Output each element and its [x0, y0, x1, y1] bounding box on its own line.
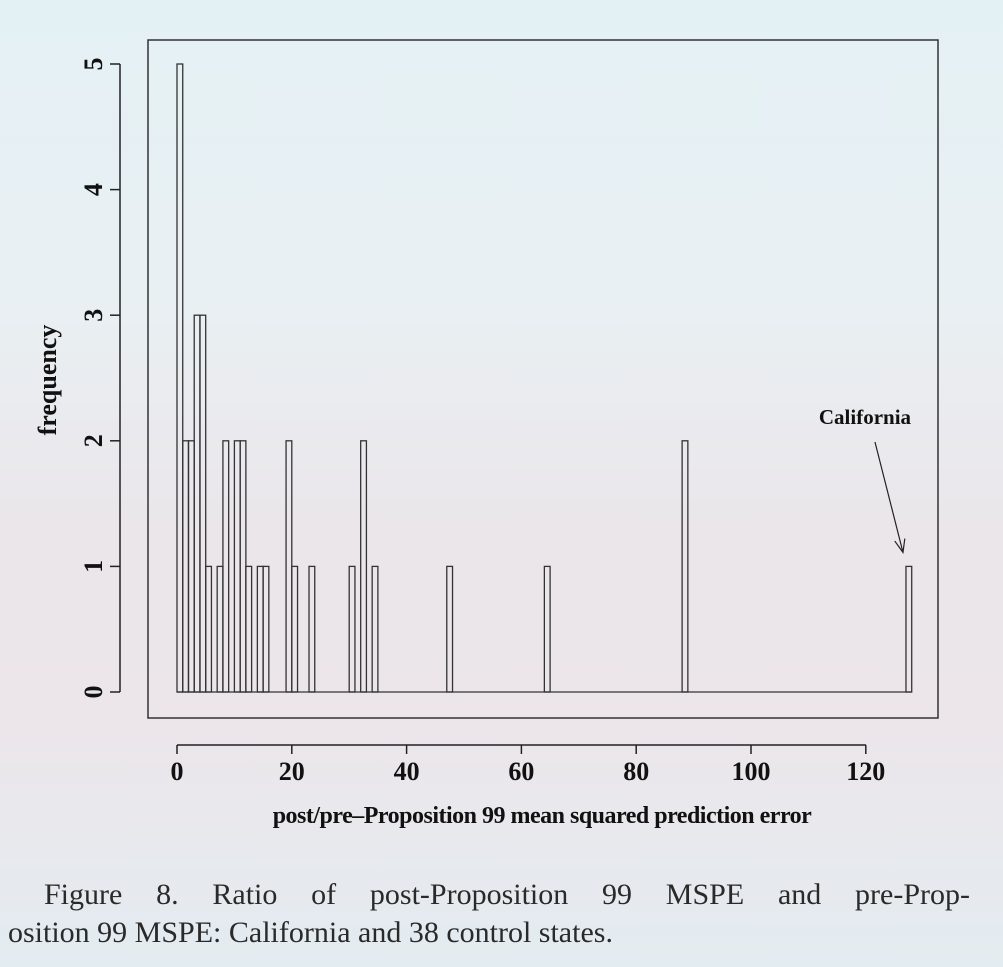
x-axis-ticks: 0 20 40 60 80 100 120 — [171, 745, 885, 786]
histogram-bar — [216, 565, 224, 693]
histogram-chart: 0 20 40 60 80 100 120 0 1 2 3 4 5 post/pre–Proposit… — [33, 39, 939, 829]
x-tick-label: 80 — [623, 757, 649, 786]
histogram-bar — [348, 565, 356, 693]
histogram-bar — [182, 440, 190, 693]
plot-frame — [147, 39, 939, 719]
x-tick-label: 120 — [846, 757, 885, 786]
figure-caption: Figure 8. Ratio of post-Proposition 99 M… — [8, 876, 970, 952]
histogram-bar — [256, 565, 264, 693]
caption-line-1: Figure 8. Ratio of post-Proposition 99 M… — [44, 878, 970, 911]
y-tick-label: 4 — [79, 183, 108, 196]
histogram-bar — [371, 565, 379, 693]
histogram-bar — [262, 565, 270, 693]
histogram-bar — [681, 440, 689, 693]
histogram-bar — [905, 565, 913, 693]
histogram-bar — [199, 314, 207, 693]
histogram-bar — [222, 440, 230, 693]
histogram-bar — [233, 440, 241, 693]
histogram-bar — [446, 565, 454, 693]
x-axis-label: post/pre–Proposition 99 mean squared pre… — [273, 803, 812, 829]
caption-line-2: osition 99 MSPE: California and 38 contr… — [8, 916, 613, 949]
x-tick-label: 0 — [171, 757, 184, 786]
annotation-arrowhead — [894, 538, 906, 554]
histogram-bar — [291, 565, 299, 693]
histogram-bars — [176, 63, 913, 693]
y-tick-label: 5 — [79, 58, 108, 71]
histogram-bar — [308, 565, 316, 693]
histogram-bar — [245, 565, 253, 693]
histogram-bar — [205, 565, 213, 693]
x-tick-label: 60 — [508, 757, 534, 786]
histogram-bar — [360, 440, 368, 693]
histogram-bar — [176, 63, 184, 693]
histogram-bar — [239, 440, 247, 693]
annotation-label: California — [819, 405, 912, 429]
x-tick-label: 20 — [279, 757, 305, 786]
y-tick-label: 2 — [79, 434, 108, 447]
y-axis-label: frequency — [33, 325, 62, 436]
annotation-arrow — [874, 441, 904, 553]
y-tick-label: 3 — [79, 309, 108, 322]
histogram-bar — [187, 440, 195, 693]
y-axis-ticks: 0 1 2 3 4 5 — [79, 58, 120, 699]
annotations: California — [819, 405, 912, 554]
x-tick-label: 100 — [732, 757, 771, 786]
histogram-bar — [285, 440, 293, 693]
histogram-bar — [193, 314, 201, 693]
histogram-bar — [543, 565, 551, 693]
x-tick-label: 40 — [394, 757, 420, 786]
y-tick-label: 0 — [79, 686, 108, 699]
y-tick-label: 1 — [79, 560, 108, 573]
